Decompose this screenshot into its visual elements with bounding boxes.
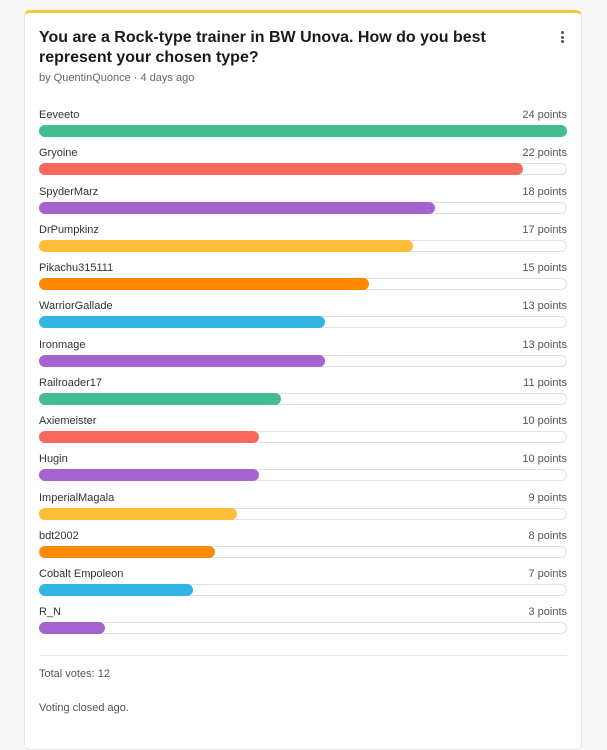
result-bar-track <box>39 201 567 214</box>
result-bar-track <box>39 545 567 558</box>
result-bar-track <box>39 622 567 635</box>
poll-card: You are a Rock-type trainer in BW Unova.… <box>24 10 582 750</box>
option-points: 3 points <box>528 606 567 619</box>
poll-option-row: R_N 3 points <box>39 605 567 643</box>
option-name: Cobalt Empoleon <box>39 568 124 580</box>
poll-meta: by QuentinQuonce · 4 days ago <box>39 72 194 84</box>
total-votes: Total votes: 12 <box>39 668 110 680</box>
option-name: WarriorGallade <box>39 300 113 313</box>
result-bar-fill <box>39 584 193 596</box>
result-bar-track <box>39 239 567 252</box>
option-points: 10 points <box>522 453 567 466</box>
more-vertical-icon[interactable] <box>557 29 567 45</box>
option-name: Ironmage <box>39 338 86 351</box>
result-bar-fill <box>39 163 523 176</box>
divider <box>39 655 567 656</box>
option-points: 15 points <box>522 262 567 274</box>
result-bar-track <box>39 316 567 329</box>
result-bar-track <box>39 469 567 482</box>
result-bar-track <box>39 354 567 367</box>
result-bar-track <box>39 584 567 596</box>
poll-option-row: Eeveeto 24 points <box>39 108 567 146</box>
poll-option-row: bdt2002 8 points <box>39 529 567 567</box>
result-bar-track <box>39 163 567 176</box>
poll-option-row: Cobalt Empoleon 7 points <box>39 567 567 605</box>
option-name: ImperialMagala <box>39 491 115 504</box>
option-name: Pikachu315111 <box>39 262 114 274</box>
result-bar-track <box>39 278 567 290</box>
result-bar-track <box>39 507 567 520</box>
option-name: Eeveeto <box>39 109 80 121</box>
result-bar-fill <box>39 545 215 558</box>
option-points: 13 points <box>522 300 567 313</box>
result-bar-fill <box>39 354 325 367</box>
result-bar-fill <box>39 431 259 443</box>
poll-age: · 4 days ago <box>133 72 195 84</box>
voting-status: Voting closed ago. <box>39 702 129 714</box>
poll-option-row: DrPumpkinz 17 points <box>39 223 567 261</box>
option-name: Axiemeister <box>39 415 97 427</box>
poll-option-row: SpyderMarz 18 points <box>39 185 567 223</box>
option-name: SpyderMarz <box>39 185 99 198</box>
option-name: Gryoine <box>39 147 78 160</box>
option-points: 24 points <box>522 109 567 121</box>
poll-option-row: Pikachu315111 15 points <box>39 261 567 299</box>
result-bar-fill <box>39 201 435 214</box>
result-bar-fill <box>39 622 105 635</box>
option-name: DrPumpkinz <box>39 223 99 236</box>
option-points: 10 points <box>522 415 567 427</box>
poll-option-row: ImperialMagala 9 points <box>39 491 567 529</box>
option-points: 7 points <box>528 568 567 580</box>
option-name: bdt2002 <box>39 529 79 542</box>
option-points: 11 points <box>523 376 567 389</box>
result-bar-fill <box>39 239 413 252</box>
option-points: 13 points <box>522 338 567 351</box>
poll-results: Eeveeto 24 points Gryoine 22 points SpyderMa… <box>39 108 567 644</box>
option-points: 9 points <box>528 491 567 504</box>
poll-option-row: Ironmage 13 points <box>39 338 567 376</box>
poll-option-row: Axiemeister 10 points <box>39 414 567 452</box>
poll-title: You are a Rock-type trainer in BW Unova.… <box>39 29 486 66</box>
poll-option-row: WarriorGallade 13 points <box>39 299 567 337</box>
option-points: 22 points <box>522 147 567 160</box>
option-name: R_N <box>39 606 62 619</box>
option-name: Hugin <box>39 453 68 466</box>
result-bar-fill <box>39 507 237 520</box>
poll-option-row: Gryoine 22 points <box>39 146 567 184</box>
poll-author-link[interactable]: by QuentinQuonce <box>39 72 131 84</box>
poll-option-row: Railroader17 11 points <box>39 376 567 414</box>
option-points: 8 points <box>528 529 567 542</box>
result-bar-fill <box>39 278 369 290</box>
option-points: 17 points <box>522 223 567 236</box>
result-bar-track <box>39 392 567 405</box>
result-bar-fill <box>39 469 259 482</box>
result-bar-fill <box>39 392 281 405</box>
poll-option-row: Hugin 10 points <box>39 452 567 490</box>
result-bar-fill <box>39 316 325 329</box>
option-points: 18 points <box>522 185 567 198</box>
result-bar-fill <box>39 125 567 137</box>
option-name: Railroader17 <box>39 376 102 389</box>
result-bar-track <box>39 431 567 443</box>
result-bar-track <box>39 125 567 137</box>
